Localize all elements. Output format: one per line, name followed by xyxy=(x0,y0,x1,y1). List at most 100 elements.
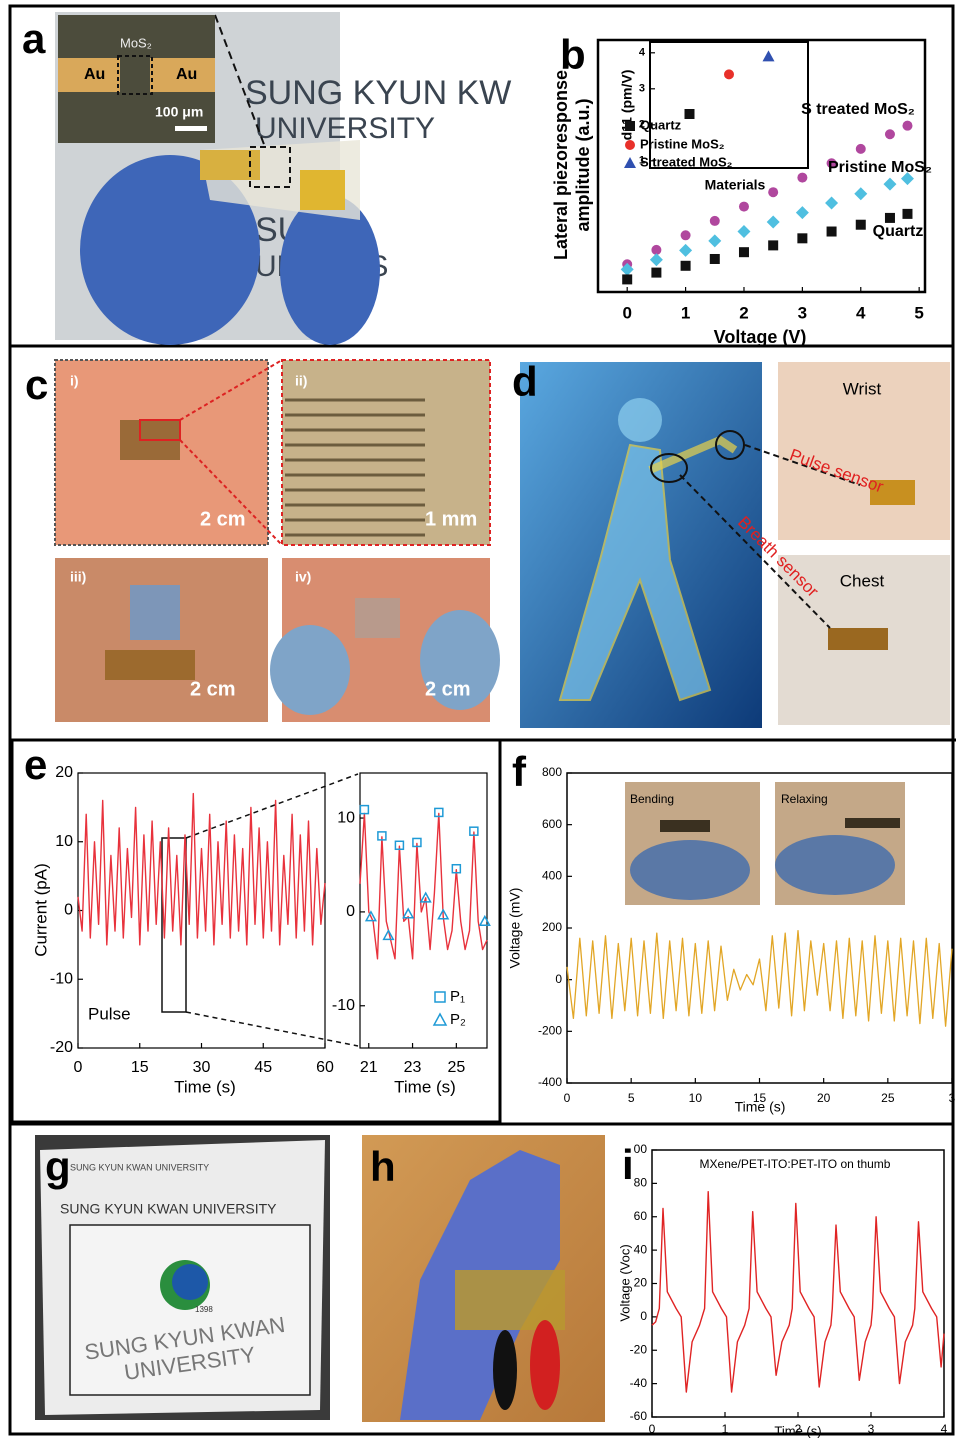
x-tick-label: 60 xyxy=(316,1059,334,1076)
marker xyxy=(649,253,663,267)
photo-text: 100 μm xyxy=(155,104,203,120)
series-label: S treated MoS₂ xyxy=(801,101,915,118)
x-tick-label: 15 xyxy=(131,1059,149,1076)
x-tick-label: 30 xyxy=(193,1059,211,1076)
x-tick-label: 4 xyxy=(856,303,866,322)
marker xyxy=(478,914,491,927)
marker xyxy=(902,208,913,219)
marker xyxy=(884,212,895,223)
photo-text: UNIVERSITY xyxy=(255,112,435,145)
x-tick-label: 4 xyxy=(941,1422,948,1436)
photo-text: Wrist xyxy=(843,379,882,398)
legend-marker xyxy=(625,140,635,150)
marker xyxy=(434,807,444,818)
marker xyxy=(437,908,450,920)
marker xyxy=(680,230,691,241)
marker xyxy=(382,929,395,941)
marker xyxy=(762,50,775,62)
photo-text: Au xyxy=(84,66,105,83)
legend-label: Quartz xyxy=(640,117,682,132)
y-tick-label: 40 xyxy=(634,1242,648,1256)
y-tick-label: 80 xyxy=(634,1176,648,1190)
marker xyxy=(709,215,720,226)
marker xyxy=(684,109,695,119)
y-tick-label: -20 xyxy=(50,1039,73,1056)
photo-text: Relaxing xyxy=(781,792,828,806)
x-tick-label: 45 xyxy=(254,1059,272,1076)
photo-a: SUNG KYUN KW UNIVERSITY SUNG UNIVERS Au … xyxy=(55,12,511,345)
marker xyxy=(768,187,779,198)
photo-h xyxy=(362,1135,605,1422)
photo-text: iv) xyxy=(295,569,311,585)
photo-text: Au xyxy=(176,66,197,83)
x-tick-label: 0 xyxy=(622,303,631,322)
y-tick-label: 200 xyxy=(542,920,562,934)
marker xyxy=(854,187,868,201)
marker xyxy=(884,129,895,140)
x-tick-label: 3 xyxy=(798,303,807,322)
y-tick-label: 0 xyxy=(346,903,355,920)
marker xyxy=(412,837,422,848)
y-tick-label: 10 xyxy=(337,809,355,826)
series-label: Quartz xyxy=(873,223,924,240)
legend-label: S treated MoS₂ xyxy=(640,154,733,169)
y-tick-label: 2 xyxy=(639,119,645,131)
data-line xyxy=(77,792,326,946)
marker xyxy=(738,247,749,258)
panel-label: e xyxy=(24,741,47,788)
y-tick-label: -20 xyxy=(630,1342,648,1356)
legend-label: P₂ xyxy=(450,1011,466,1028)
marker xyxy=(359,804,370,815)
photo-g: SUNG KYUN KWAN UNIVERSITY SUNG KYUN KWAN… xyxy=(35,1135,330,1420)
marker xyxy=(377,831,387,841)
marker xyxy=(469,826,479,836)
photo-text: iii) xyxy=(70,569,86,585)
marker xyxy=(737,225,751,239)
marker xyxy=(651,244,662,255)
y-tick-label: 20 xyxy=(55,764,73,781)
y-tick-label: 400 xyxy=(542,869,562,883)
panel-label: f xyxy=(512,748,527,795)
marker xyxy=(902,120,913,131)
x-tick-label: 21 xyxy=(360,1059,378,1076)
panel-label: b xyxy=(560,31,586,78)
y-tick-label: -400 xyxy=(538,1075,562,1089)
legend-label: P₁ xyxy=(450,988,465,1005)
y-tick-label: -10 xyxy=(50,970,73,987)
marker xyxy=(797,172,808,183)
y-tick-label: 10 xyxy=(55,833,73,850)
photo-c: i) 2 cm ii) 1 mm iii) 2 cm iv) 2 cm xyxy=(54,359,500,722)
plot-frame xyxy=(649,41,809,169)
x-axis-label: Materials xyxy=(705,177,766,193)
y-axis-label: Voltage (Voc) xyxy=(617,1244,632,1321)
marker xyxy=(622,274,633,285)
outer-frame xyxy=(8,4,955,1436)
photo-text: Chest xyxy=(840,571,885,590)
x-axis-label: Time (s) xyxy=(735,1099,786,1115)
y-tick-label: 00 xyxy=(634,1142,648,1156)
legend-label: Pristine MoS₂ xyxy=(640,136,725,151)
x-axis-label: Time (s) xyxy=(774,1423,821,1438)
x-tick-label: 3 xyxy=(949,1091,956,1105)
x-axis-label: Voltage (V) xyxy=(714,327,807,347)
data-line xyxy=(566,929,953,1027)
y-tick-label: 0 xyxy=(64,902,73,919)
y-tick-label: -40 xyxy=(630,1376,648,1390)
y-tick-label: 1 xyxy=(639,155,645,167)
chart-title: MXene/PET-ITO:PET-ITO on thumb xyxy=(700,1157,891,1171)
photo-d: Wrist Chest Pulse sensor Breath sensor xyxy=(520,362,950,728)
y-tick-label: -200 xyxy=(538,1024,562,1038)
y-tick-label: 4 xyxy=(639,47,646,59)
marker xyxy=(364,910,378,922)
x-tick-label: 25 xyxy=(881,1091,895,1105)
x-tick-label: 0 xyxy=(74,1059,83,1076)
zoom-connector xyxy=(185,1011,359,1047)
x-tick-label: 0 xyxy=(564,1091,571,1105)
marker xyxy=(826,158,837,169)
photo-text: ii) xyxy=(295,373,307,389)
legend-marker xyxy=(434,991,446,1003)
x-tick-label: 5 xyxy=(628,1091,635,1105)
marker xyxy=(724,69,734,80)
photo-text: 2 cm xyxy=(190,678,236,700)
x-tick-label: 3 xyxy=(868,1422,875,1436)
